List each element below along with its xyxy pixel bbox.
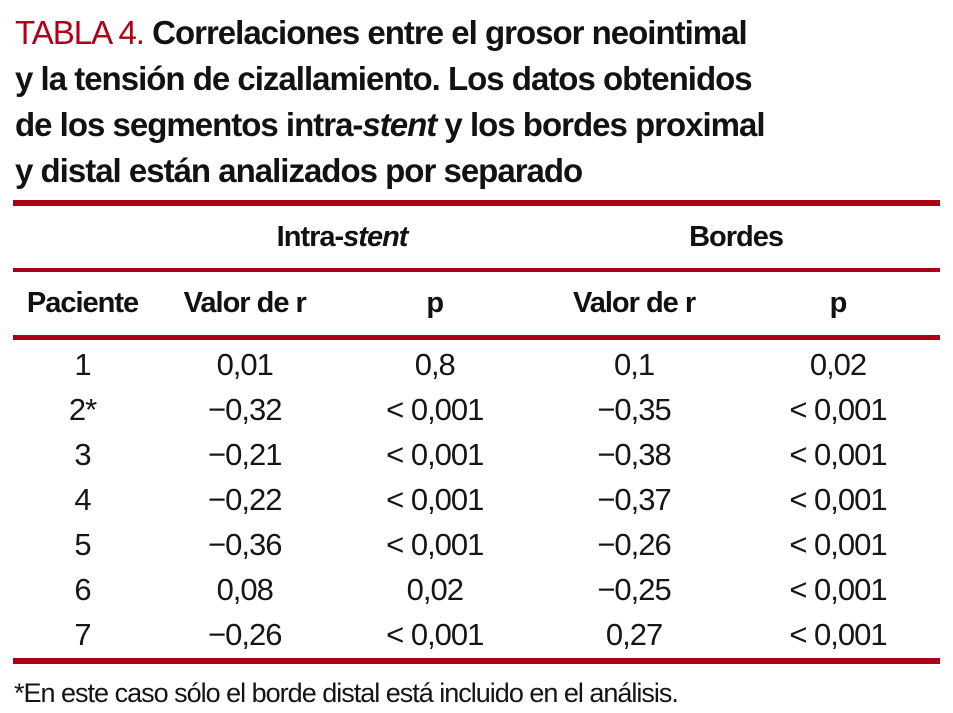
group-header-bordes: Bordes [689,220,784,253]
table-rule-top [13,200,940,206]
table-row: 4 −0,22 < 0,001 −0,37 < 0,001 [13,477,940,522]
group-header-row: Intra-stent Bordes [13,206,940,268]
patient-cell: 4 [74,481,91,517]
patient-cell: 5 [74,527,91,563]
table-rule-bottom [13,658,940,664]
caption-text-3-italic: stent [362,106,437,143]
table-caption: TABLA 4. Correlaciones entre el grosor n… [15,10,940,194]
p-value-bordes-cell: < 0,001 [789,391,887,427]
caption-line-2: y la tensión de cizallamiento. Los datos… [15,60,753,97]
p-value-stent-cell: 0,02 [406,572,464,608]
p-value-bordes-cell: < 0,001 [789,617,887,653]
r-value-stent-cell: 0,08 [216,572,274,608]
column-header-valor-r-bordes: Valor de r [572,287,696,319]
table-row: 1 0,01 0,8 0,1 0,02 [13,342,940,387]
data-table: Intra-stent Bordes Paciente Valor de r p… [13,200,940,664]
r-value-bordes-cell: −0,25 [597,572,671,608]
r-value-bordes-cell: 0,1 [614,346,655,382]
caption-line-1: TABLA 4. Correlaciones entre el grosor n… [15,10,940,56]
patient-cell: 2* [68,391,97,427]
table-row: 5 −0,36 < 0,001 −0,26 < 0,001 [13,523,940,568]
caption-text-3b: y los bordes proximal [436,106,765,143]
caption-line-3: de los segmentos intra-stent y los borde… [15,102,940,148]
group-header-intra-pre: Intra- [276,220,344,253]
p-value-bordes-cell: < 0,001 [789,481,887,517]
p-value-bordes-cell: 0,02 [809,346,867,382]
group-header-intra-italic: stent [343,220,408,253]
r-value-stent-cell: 0,01 [216,346,274,382]
p-value-bordes-cell: < 0,001 [789,527,887,563]
table-number-label: TABLA 4. [15,14,145,51]
caption-line-4: y distal están analizados por separado [15,152,583,189]
table-rule-under-headers [13,335,940,340]
table-row: 7 −0,26 < 0,001 0,27 < 0,001 [13,613,940,658]
patient-cell: 1 [74,346,91,382]
p-value-stent-cell: < 0,001 [386,436,484,472]
p-value-stent-cell: < 0,001 [386,527,484,563]
p-value-stent-cell: < 0,001 [386,481,484,517]
column-header-valor-r-stent: Valor de r [183,287,307,319]
r-value-bordes-cell: 0,27 [605,617,663,653]
table-body: 1 0,01 0,8 0,1 0,02 2* −0,32 < 0,001 −0,… [13,340,940,658]
caption-text-3a: de los segmentos intra- [15,106,363,143]
table-row: 2* −0,32 < 0,001 −0,35 < 0,001 [13,387,940,432]
p-value-stent-cell: < 0,001 [386,391,484,427]
column-header-row: Paciente Valor de r p Valor de r p [13,272,940,335]
table-row: 3 −0,21 < 0,001 −0,38 < 0,001 [13,432,940,477]
r-value-bordes-cell: −0,26 [597,527,671,563]
r-value-stent-cell: −0,21 [208,436,282,472]
column-header-p-bordes: p [829,287,848,319]
p-value-stent-cell: 0,8 [414,346,456,382]
p-value-stent-cell: < 0,001 [386,617,484,653]
table-footnote: *En este caso sólo el borde distal está … [14,678,679,708]
table-rule-under-groups [13,268,940,272]
r-value-bordes-cell: −0,35 [597,391,671,427]
patient-cell: 6 [74,572,91,608]
r-value-bordes-cell: −0,38 [597,436,671,472]
p-value-bordes-cell: < 0,001 [789,572,887,608]
column-header-p-stent: p [426,287,444,319]
p-value-bordes-cell: < 0,001 [789,436,887,472]
r-value-stent-cell: −0,36 [208,527,282,563]
r-value-bordes-cell: −0,37 [597,481,671,517]
table-row: 6 0,08 0,02 −0,25 < 0,001 [13,568,940,613]
r-value-stent-cell: −0,26 [208,617,282,653]
patient-cell: 3 [74,436,91,472]
caption-text-1: Correlaciones entre el grosor neointimal [143,14,748,51]
patient-cell: 7 [74,617,91,653]
group-header-intra-stent: Intra-stent [152,221,532,254]
r-value-stent-cell: −0,32 [208,391,282,427]
column-header-paciente: Paciente [26,287,139,319]
r-value-stent-cell: −0,22 [208,481,282,517]
